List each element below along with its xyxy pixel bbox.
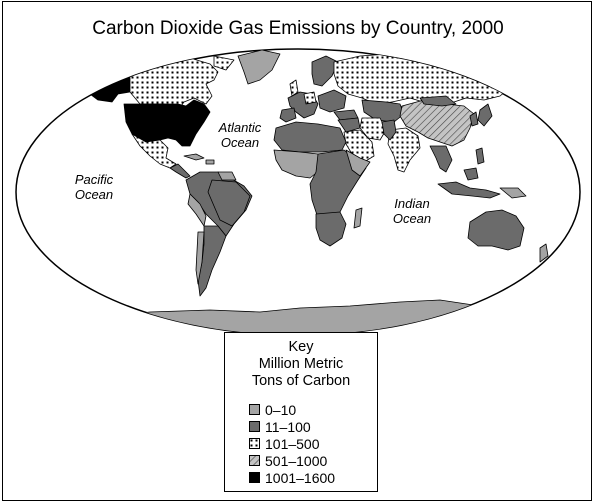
swatch-light-gray — [249, 404, 260, 415]
key-item-hatched: 501–1000 — [249, 452, 335, 469]
key-item-label: 0–10 — [265, 401, 297, 418]
region-chile — [195, 231, 205, 285]
region-eastern-europe — [317, 89, 347, 113]
swatch-hatched — [249, 455, 260, 466]
key-item-dark-gray: 11–100 — [249, 418, 335, 435]
map-key: Key Million Metric Tons of Carbon 0–10 1… — [224, 332, 378, 492]
region-saudi-arabia — [343, 129, 375, 163]
region-korea-japan — [469, 103, 493, 127]
region-west-africa — [273, 149, 321, 179]
region-europe-iberia — [279, 107, 297, 123]
region-madagascar — [353, 207, 363, 229]
ocean-label-atlantic-line2: Ocean — [220, 135, 260, 150]
region-australia — [467, 209, 525, 251]
ocean-label-atlantic: Atlantic Ocean — [208, 120, 272, 150]
ocean-label-indian-line1: Indian — [394, 196, 430, 211]
region-southeast-asia — [429, 145, 453, 173]
region-mongolia — [419, 95, 457, 107]
region-greenland — [237, 49, 281, 85]
swatch-dark-gray — [249, 421, 260, 432]
key-items: 0–10 11–100 101–500 501–1000 1001–1600 — [249, 401, 335, 486]
key-heading-line2: Million Metric — [258, 356, 344, 372]
region-levant — [337, 117, 361, 133]
ocean-label-atlantic-line1: Atlantic — [218, 120, 262, 135]
region-caribbean — [183, 153, 215, 165]
region-uk — [289, 79, 299, 97]
region-pakistan — [381, 119, 397, 141]
region-horn-africa — [345, 149, 371, 177]
key-heading-line3: Tons of Carbon — [251, 373, 351, 389]
region-russia — [333, 51, 541, 105]
ocean-label-pacific-line1: Pacific — [74, 172, 114, 187]
key-item-label: 11–100 — [265, 418, 311, 435]
key-item-label: 501–1000 — [265, 452, 328, 469]
region-indonesia — [437, 167, 501, 199]
ocean-label-indian-line2: Ocean — [392, 211, 432, 226]
map-title: Carbon Dioxide Gas Emissions by Country,… — [92, 18, 504, 39]
region-canada — [129, 57, 219, 111]
region-southern-africa — [315, 211, 347, 247]
ocean-label-pacific: Pacific Ocean — [64, 172, 124, 202]
region-new-zealand — [539, 243, 549, 263]
key-heading-line1: Key — [288, 339, 314, 355]
region-central-asia — [361, 99, 405, 123]
ocean-label-indian: Indian Ocean — [382, 196, 442, 226]
key-item-dotted: 101–500 — [249, 435, 335, 452]
swatch-dotted — [249, 438, 260, 449]
region-brazil — [207, 179, 251, 227]
region-mexico — [131, 133, 177, 169]
region-india — [387, 127, 421, 173]
swatch-solid-black — [249, 472, 260, 483]
key-item-label: 1001–1600 — [265, 469, 336, 486]
key-item-label: 101–500 — [265, 435, 320, 452]
region-philippines — [475, 147, 485, 165]
region-central-america — [169, 163, 191, 179]
key-heading: Key Million Metric Tons of Carbon — [225, 339, 377, 390]
key-item-light-gray: 0–10 — [249, 401, 335, 418]
region-new-guinea — [499, 187, 527, 199]
region-germany — [303, 91, 317, 105]
region-scandinavia — [311, 55, 339, 87]
ocean-label-pacific-line2: Ocean — [74, 187, 114, 202]
key-item-solid-black: 1001–1600 — [249, 469, 335, 486]
